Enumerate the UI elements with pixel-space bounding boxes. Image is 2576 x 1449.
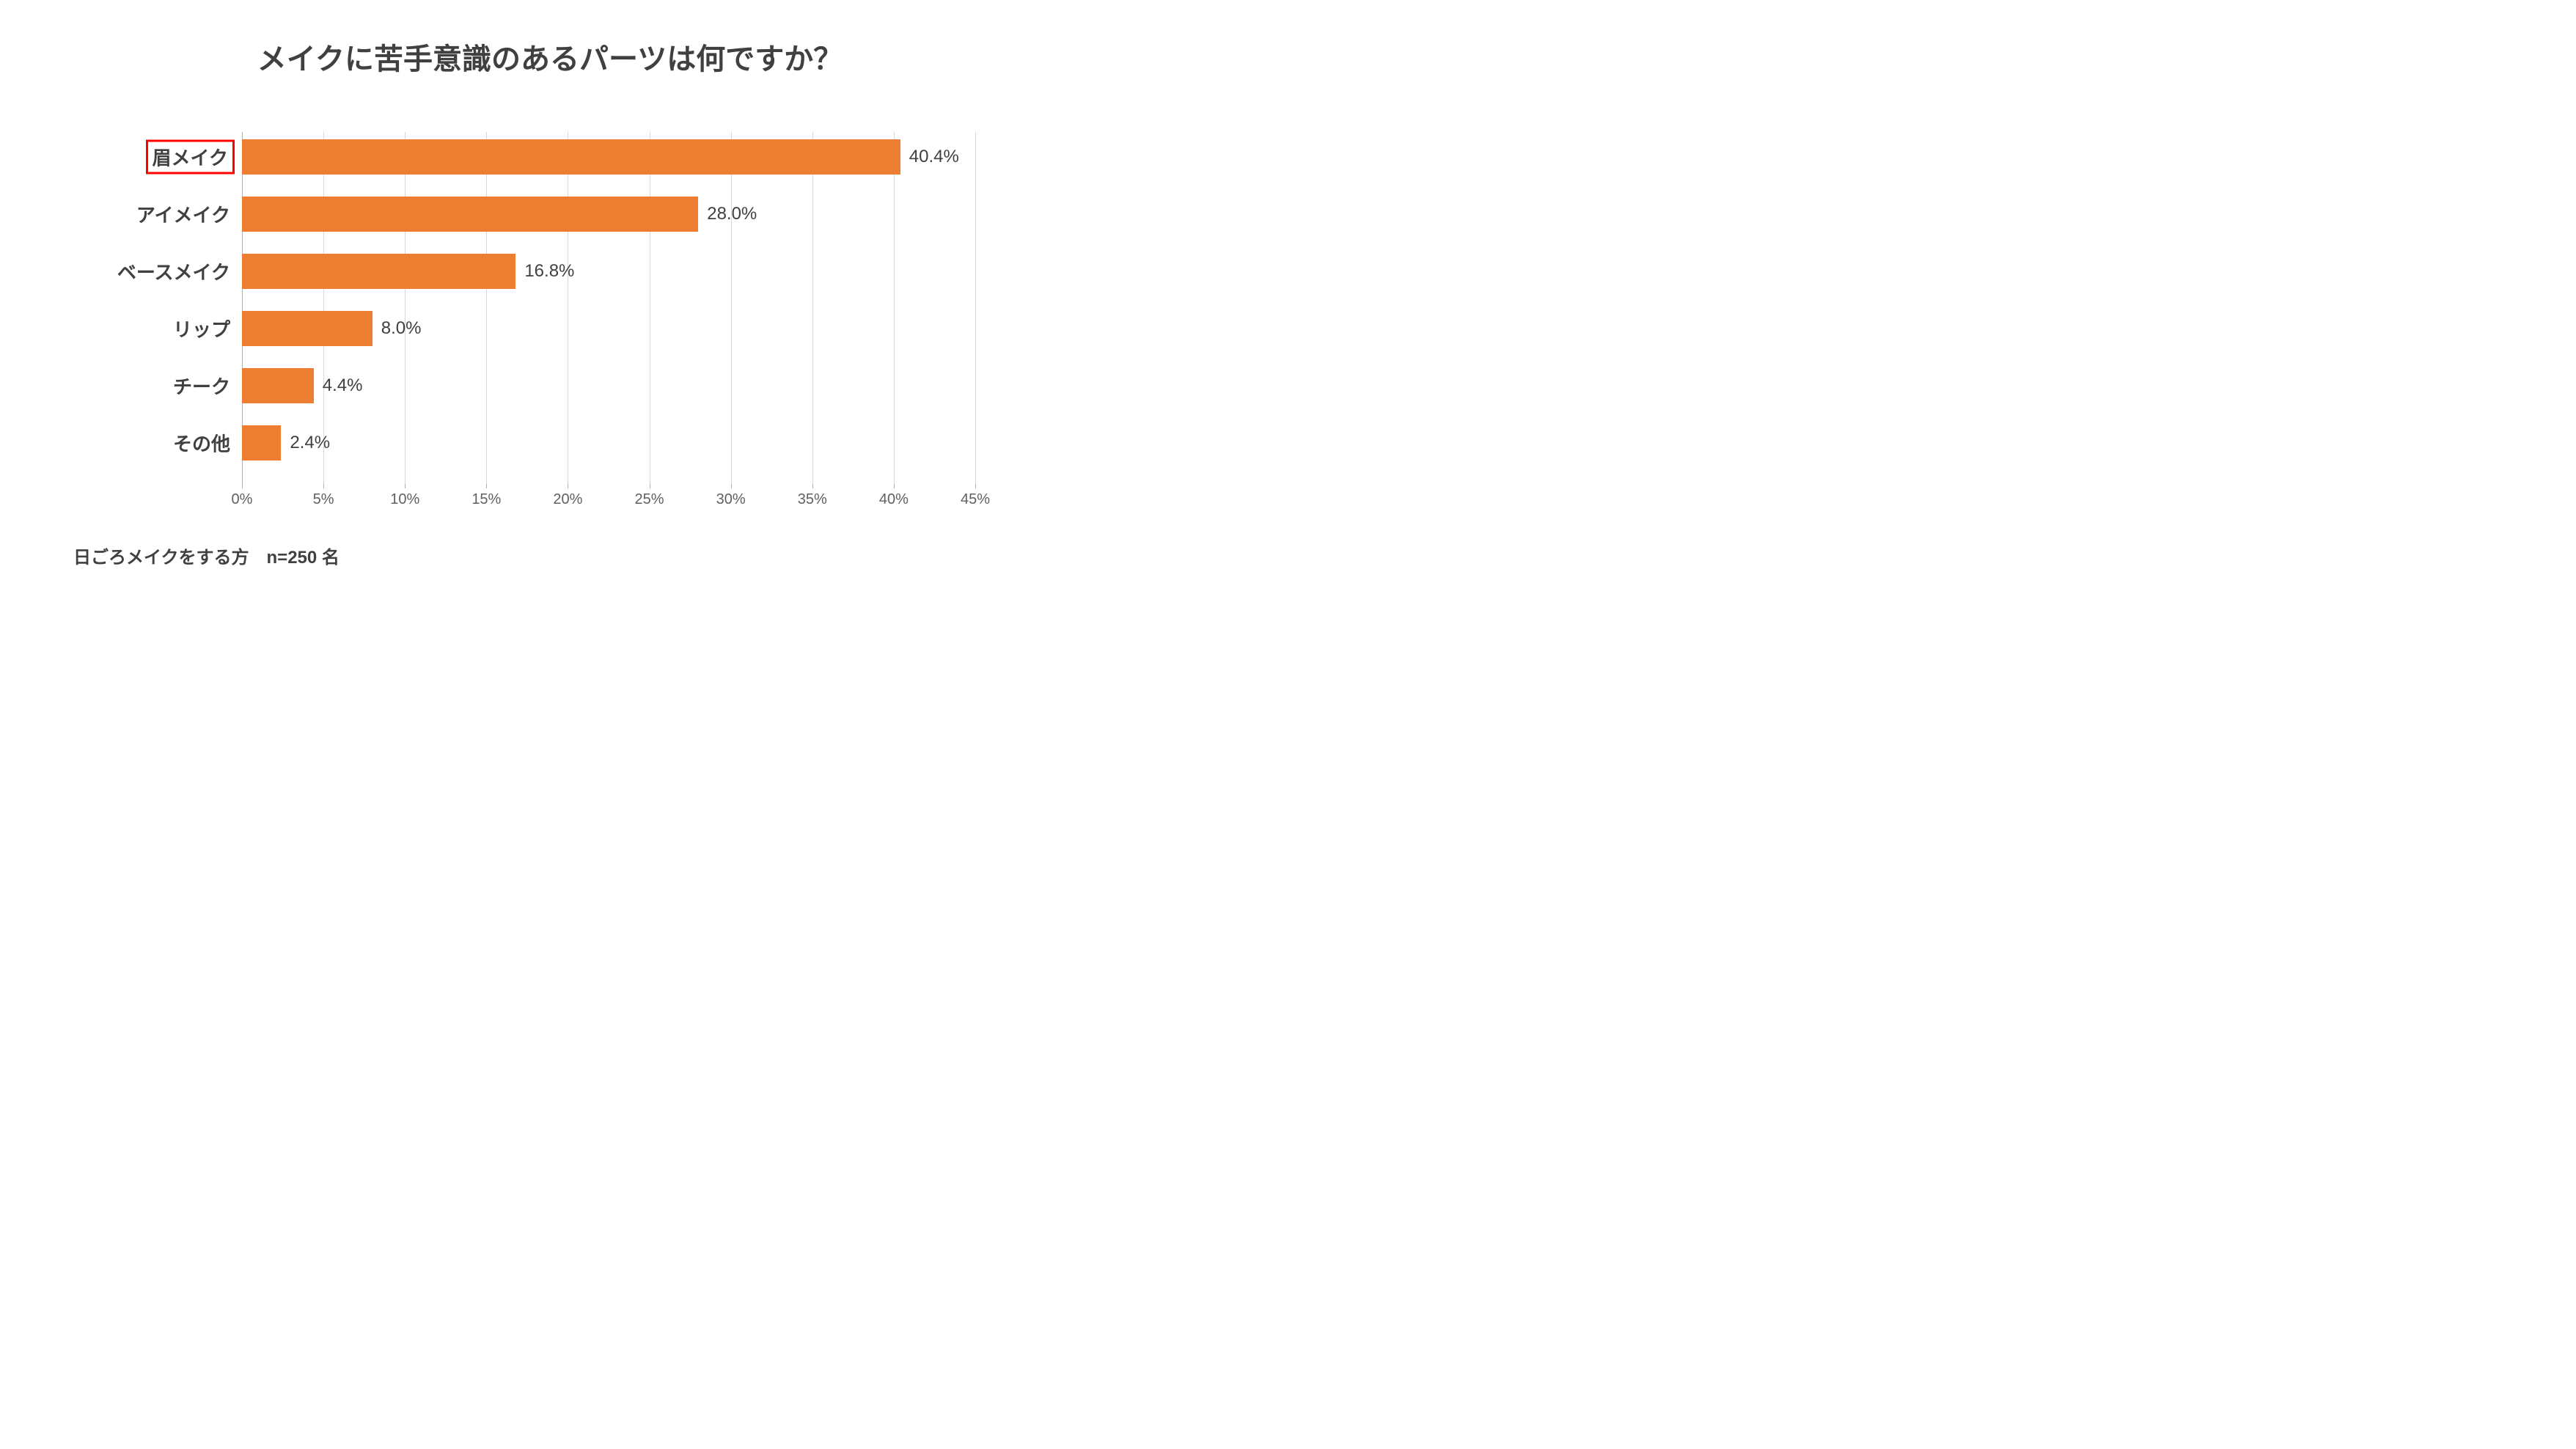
bar-row: ベースメイク16.8%: [242, 254, 975, 289]
bar-row: アイメイク28.0%: [242, 197, 975, 232]
slide: メイクに苦手意識のあるパーツは何ですか？ 0%5%10%15%20%25%30%…: [0, 0, 1100, 618]
x-tick-mark: [894, 484, 895, 488]
x-tick-label: 0%: [232, 491, 253, 508]
bar-row: 眉メイク40.4%: [242, 139, 975, 175]
category-label: リップ: [173, 315, 230, 342]
chart-title: メイクに苦手意識のあるパーツは何ですか？: [0, 35, 1100, 78]
bar-row: チーク4.4%: [242, 368, 975, 403]
x-tick-label: 30%: [716, 491, 746, 508]
value-label: 4.4%: [323, 375, 363, 396]
x-tick-label: 35%: [798, 491, 827, 508]
x-tick-label: 15%: [471, 491, 501, 508]
bar: [242, 254, 515, 289]
category-label: アイメイク: [136, 201, 230, 228]
x-tick-mark: [486, 484, 487, 488]
value-label: 2.4%: [290, 433, 330, 453]
category-label: その他: [173, 430, 230, 457]
bar-row: その他2.4%: [242, 425, 975, 461]
x-tick-mark: [242, 484, 243, 488]
bar-row: リップ8.0%: [242, 311, 975, 346]
x-tick-mark: [405, 484, 406, 488]
x-tick-label: 5%: [313, 491, 334, 508]
x-tick-mark: [812, 484, 813, 488]
bar: [242, 197, 698, 232]
category-label: チーク: [173, 373, 230, 400]
chart-plot: 0%5%10%15%20%25%30%35%40%45%眉メイク40.4%アイメ…: [242, 132, 975, 484]
x-tick-label: 20%: [553, 491, 582, 508]
value-label: 8.0%: [381, 318, 422, 339]
x-tick-label: 10%: [390, 491, 419, 508]
x-tick-mark: [323, 484, 324, 488]
x-tick-mark: [731, 484, 732, 488]
category-label: ベースメイク: [117, 258, 230, 285]
value-label: 16.8%: [524, 261, 574, 282]
category-label: 眉メイク: [146, 140, 235, 175]
bar: [242, 425, 281, 461]
chart-footnote: 日ごろメイクをする方 n=250 名: [73, 543, 340, 568]
value-label: 40.4%: [909, 147, 959, 167]
bar: [242, 368, 314, 403]
bar: [242, 311, 373, 346]
value-label: 28.0%: [707, 204, 757, 224]
x-tick-label: 40%: [879, 491, 909, 508]
x-tick-label: 45%: [961, 491, 990, 508]
gridline: [975, 132, 976, 484]
x-tick-label: 25%: [635, 491, 664, 508]
bar: [242, 139, 900, 175]
x-tick-mark: [975, 484, 976, 488]
chart-area: 0%5%10%15%20%25%30%35%40%45%眉メイク40.4%アイメ…: [73, 132, 1027, 528]
